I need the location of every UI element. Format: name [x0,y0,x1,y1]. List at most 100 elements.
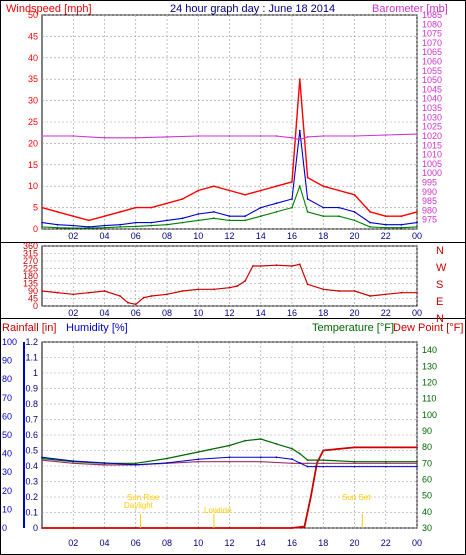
sun-rise-label-line1: Sun Rise [127,493,160,502]
windspeed-series-point [119,211,121,213]
x-tick-label: 00 [412,231,422,241]
windspeed-series-point [134,206,137,209]
y-right-tick-label: 1050 [422,75,442,85]
dewpoint-series-point [322,462,325,465]
x-tick-label: 22 [381,308,391,318]
humidity-series-point [166,462,168,464]
y-left-tick-label: 0.1 [25,508,38,518]
y-right-tick-label: 100 [422,410,437,420]
windspeed-series-point [56,211,59,213]
barometer-series-point [103,136,106,139]
temperature-series-point [291,447,293,450]
temperature-series-point [322,459,325,461]
barometer-series-point [41,135,43,137]
wind-direction-series-point [72,293,75,296]
barometer-series-point [306,136,309,138]
y-left-tick-label: 40 [28,53,38,63]
wind-direction-series-point [56,291,59,294]
y-right-tick-label: 1000 [422,168,442,178]
average-wind-series-point [322,206,325,209]
wind-direction-series-point [127,301,129,304]
y-right-tick-label: 30 [422,523,432,533]
gust-series-point [400,226,403,229]
average-wind-series-point [181,217,184,220]
barometer-series-point [291,136,293,139]
y-left-tick-label: 180 [23,271,38,281]
windspeed-series-point [400,215,403,218]
y-right-tick-label: 1030 [422,112,442,122]
gust-series-point [244,219,247,222]
windspeed-series-point [88,219,90,222]
wind-direction-series-point [338,290,340,292]
gust-series-point [166,223,168,226]
y-right-tick-label: 1065 [422,47,442,57]
barometer-series-point [228,135,231,137]
y-left-tick-label: 90 [28,286,38,296]
barometer-series-point [275,135,278,137]
barometer-series-point [384,134,387,136]
sun-rise-label-line2: Daylight [124,501,154,510]
y-left-tick-label: 45 [28,294,38,304]
average-wind-series-point [416,221,418,224]
x-tick-label: 04 [99,308,109,318]
temperature-series-point [298,452,301,455]
humidity-tick-label: 100 [2,337,17,347]
barometer-series-point [134,136,137,139]
x-tick-label: 22 [381,231,391,241]
dewpoint-series-point [72,462,75,465]
y-left-tick-label: 50 [28,10,38,20]
humidity-tick-label: 70 [2,393,12,403]
wind-direction-series-point [259,265,262,267]
dewpoint-series-point [259,460,262,463]
y-left-tick-label: 270 [23,256,38,266]
y-left-tick-label: 0.7 [25,415,38,425]
barometer-series-point [353,135,356,137]
x-tick-label: 18 [318,538,328,548]
gust-series-point [197,219,200,222]
windspeed-series-point [353,193,356,196]
temperature-series-point [384,460,387,463]
windspeed-series-point [384,215,387,218]
y-left-tick-label: 135 [23,279,38,289]
x-tick-label: 08 [162,538,172,548]
gust-series-point [338,215,340,218]
y-left-tick-label: 0.5 [25,446,38,456]
y-right-tick-label: 995 [422,177,437,187]
wind-direction-series-point [275,264,278,267]
wind-direction-series-point [166,293,168,296]
gust-series-point [119,226,121,228]
y-left-tick-label: 1.2 [25,337,38,347]
windspeed-series-point [213,185,215,188]
rainfall-series-point [353,446,356,449]
humidity-series-point [416,465,418,468]
compass-label: E [436,296,443,308]
y-right-tick-label: 130 [422,361,437,371]
gust-series-point [181,221,184,224]
average-wind-series-point [384,223,387,226]
x-tick-label: 18 [318,231,328,241]
y-right-tick-label: 1015 [422,140,442,150]
y-right-tick-label: 990 [422,187,437,197]
windspeed-series-point [181,198,184,200]
windspeed-axis-title: Windspeed [mph] [6,3,92,15]
humidity-series-point [298,462,301,464]
rainfall-series-point [369,446,371,449]
wind-direction-series [41,263,417,305]
x-tick-label: 02 [68,538,78,548]
y-left-tick-label: 10 [28,181,38,191]
y-right-tick-label: 1080 [422,19,442,29]
humidity-tick-label: 90 [2,356,12,366]
y-left-tick-label: 1 [33,368,38,378]
average-wind-series-point [166,219,168,222]
windspeed-series-point [244,193,247,196]
y-left-tick-label: 35 [28,74,38,84]
gust-series-point [322,215,325,218]
y-right-tick-label: 985 [422,196,437,206]
humidity-series-point [275,456,278,459]
windspeed-series-point [291,181,293,183]
temperature-series-point [306,459,309,461]
y-left-tick-label: 20 [28,138,38,148]
x-tick-label: 16 [287,231,297,241]
wind-direction-series-point [400,291,403,294]
barometer-series-point [259,135,262,137]
